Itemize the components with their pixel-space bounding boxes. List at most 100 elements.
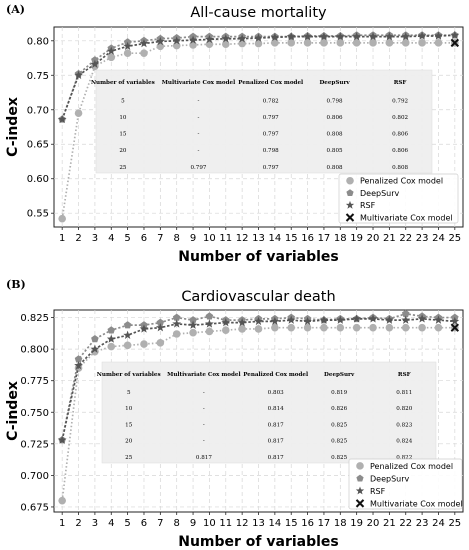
chart-title: All-cause mortality — [190, 5, 327, 21]
data-point — [156, 318, 165, 326]
legend-label: RSF — [370, 487, 386, 496]
legend-label: Penalized Cox model — [360, 177, 443, 186]
data-point — [369, 39, 377, 47]
x-tick-label: 7 — [157, 233, 163, 244]
data-point — [434, 39, 443, 47]
x-tick-label: 9 — [190, 233, 196, 244]
data-point — [303, 32, 312, 41]
x-tick-label: 1 — [59, 518, 65, 529]
data-point — [287, 39, 296, 47]
data-point — [303, 39, 312, 47]
data-point — [188, 320, 198, 329]
data-point — [368, 314, 378, 323]
legend: Penalized Cox model DeepSurv RSF Multivaria… — [338, 173, 459, 224]
data-point — [221, 326, 230, 335]
legend-marker — [345, 213, 355, 222]
x-tick-label: 17 — [318, 233, 331, 244]
table-header: Multivariate Cox model — [162, 80, 235, 86]
data-point — [303, 316, 312, 326]
data-point — [303, 323, 312, 332]
table-cell: 0.825 — [331, 439, 347, 445]
table-cell: 10 — [119, 115, 127, 121]
data-point — [270, 316, 280, 326]
x-tick-label: 24 — [432, 233, 445, 244]
x-tick-label: 19 — [350, 233, 363, 244]
data-point — [401, 39, 410, 47]
data-point — [352, 314, 362, 323]
x-tick-label: 19 — [350, 518, 363, 529]
table-header: Multivariate Cox model — [167, 372, 240, 378]
data-point — [123, 49, 132, 58]
table-cell: 5 — [121, 98, 125, 104]
table-cell: - — [203, 422, 205, 428]
data-point — [205, 312, 214, 320]
data-point — [434, 323, 443, 332]
x-tick-label: 2 — [75, 518, 81, 529]
data-point — [221, 318, 231, 327]
table-cell: - — [198, 132, 200, 138]
legend-marker — [356, 474, 364, 482]
table-header: RSF — [394, 80, 407, 86]
x-tick-label: 15 — [285, 233, 298, 244]
data-point — [74, 355, 83, 363]
x-tick-label: 6 — [141, 518, 147, 529]
data-point — [335, 32, 345, 41]
x-tick-label: 3 — [92, 518, 98, 529]
table-cell: 0.808 — [327, 132, 343, 138]
table-cell: 20 — [119, 148, 127, 154]
x-tick-label: 15 — [285, 518, 298, 529]
data-point — [238, 39, 246, 48]
series-star — [57, 314, 460, 444]
data-point — [254, 39, 263, 48]
data-point — [450, 30, 460, 39]
table-cell: 20 — [125, 439, 133, 445]
x-tick-label: 22 — [399, 518, 412, 529]
data-point — [172, 319, 182, 328]
data-point — [205, 327, 214, 336]
results-table: Number of variables Multivariate Cox mode… — [91, 69, 433, 174]
data-point — [123, 330, 132, 339]
data-point — [107, 342, 116, 351]
legend-label: Penalized Cox model — [370, 462, 453, 471]
data-point — [237, 34, 247, 43]
table-cell: 0.820 — [396, 406, 412, 412]
table-cell: - — [198, 115, 200, 121]
data-point — [385, 32, 394, 41]
y-tick-label: 0.80 — [27, 36, 49, 47]
y-tick-label: 0.60 — [27, 174, 49, 185]
data-point — [74, 109, 83, 118]
y-tick-label: 0.725 — [20, 439, 49, 450]
data-point — [254, 316, 263, 326]
legend-label: Multivariate Cox model — [370, 499, 463, 508]
legend-marker — [345, 200, 355, 209]
data-point — [271, 39, 279, 47]
table-header: Penalized Cox model — [243, 372, 308, 378]
chart-title: Cardiovascular death — [181, 289, 335, 305]
table-cell: 0.803 — [268, 390, 284, 396]
x-tick-label: 18 — [334, 233, 347, 244]
data-point — [287, 323, 296, 332]
x-axis-label: Number of variables — [178, 534, 339, 550]
y-tick-label: 0.825 — [20, 313, 49, 324]
table-cell: 0.817 — [268, 439, 284, 445]
data-point — [57, 435, 67, 444]
legend: Penalized Cox model DeepSurv RSF Multivaria… — [348, 458, 463, 510]
x-tick-label: 13 — [252, 518, 265, 529]
x-tick-label: 8 — [174, 233, 180, 244]
data-point — [401, 32, 411, 41]
data-point — [172, 41, 181, 50]
y-tick-label: 0.55 — [27, 209, 49, 220]
data-point — [123, 321, 132, 329]
data-point — [385, 323, 394, 332]
data-point — [286, 32, 296, 41]
data-point — [156, 42, 165, 51]
legend-marker — [356, 462, 364, 470]
x-tick-label: 11 — [219, 518, 232, 529]
x-tick-label: 21 — [383, 518, 396, 529]
y-axis-label: C-index — [5, 97, 21, 157]
x-tick-label: 18 — [334, 518, 347, 529]
data-point — [401, 323, 410, 332]
series-star — [57, 30, 460, 124]
